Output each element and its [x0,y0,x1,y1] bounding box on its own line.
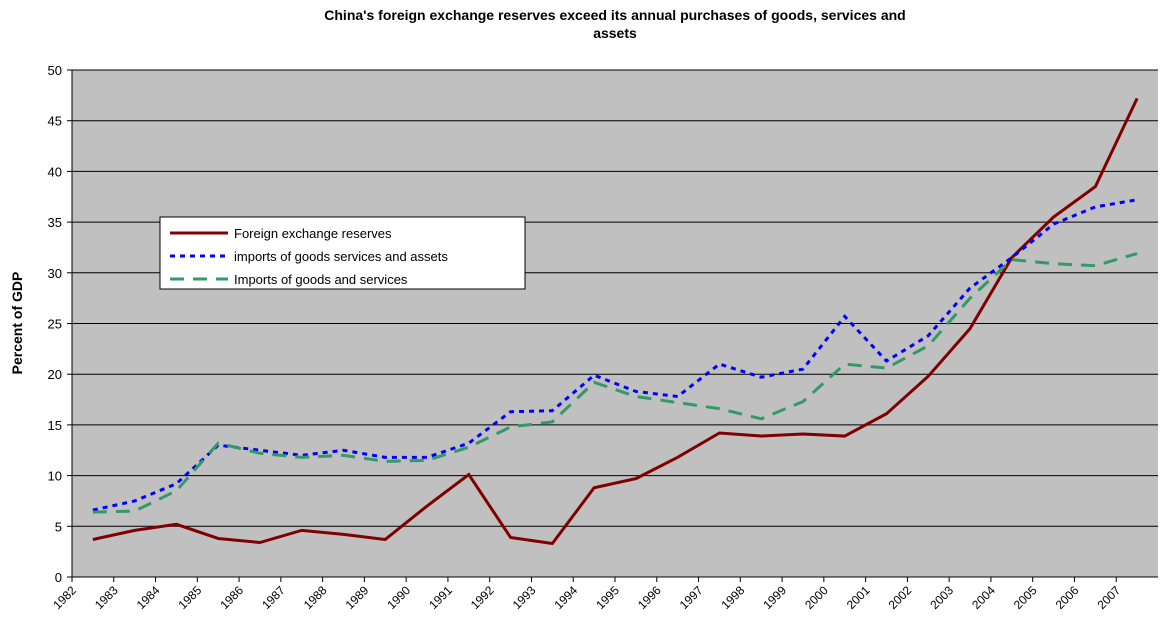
x-tick-label: 2001 [844,583,873,612]
x-tick-label: 2007 [1094,583,1123,612]
y-tick-label: 5 [55,519,62,534]
x-tick-label: 1996 [635,583,664,612]
y-tick-label: 15 [48,418,62,433]
y-axis-label: Percent of GDP [9,272,25,375]
x-tick-label: 2006 [1053,583,1082,612]
y-tick-label: 50 [48,63,62,78]
x-tick-label: 1989 [343,583,372,612]
x-tick-label: 2000 [802,583,831,612]
x-tick-label: 1997 [677,583,706,612]
y-tick-label: 0 [55,570,62,585]
legend-label: Foreign exchange reserves [234,226,392,241]
x-tick-label: 1986 [217,583,246,612]
chart-title: China's foreign exchange reserves exceed… [324,7,905,23]
x-tick-label: 1995 [593,583,622,612]
x-tick-label: 1985 [176,583,205,612]
x-tick-label: 2003 [927,583,956,612]
x-tick-label: 1987 [259,583,288,612]
y-tick-label: 40 [48,164,62,179]
x-tick-label: 1984 [134,583,163,612]
x-tick-label: 1994 [551,583,580,612]
x-tick-label: 1982 [50,583,79,612]
y-tick-label: 25 [48,317,62,332]
y-tick-label: 20 [48,367,62,382]
legend [159,216,526,290]
chart-title: assets [593,25,637,41]
x-tick-label: 1988 [301,583,330,612]
x-tick-label: 2005 [1011,583,1040,612]
y-tick-label: 35 [48,215,62,230]
y-tick-label: 30 [48,266,62,281]
x-tick-label: 2004 [969,583,998,612]
x-tick-label: 1998 [719,583,748,612]
series-line [92,252,1138,514]
series-line [92,198,1138,512]
legend-label: imports of goods services and assets [234,249,448,264]
y-tick-label: 10 [48,469,62,484]
series-line [92,97,1139,546]
legend-label: Imports of goods and services [234,272,408,287]
x-tick-label: 1999 [760,583,789,612]
x-tick-label: 1993 [510,583,539,612]
y-tick-label: 45 [48,114,62,129]
x-tick-label: 1990 [384,583,413,612]
x-tick-label: 1991 [426,583,455,612]
x-tick-label: 2002 [886,583,915,612]
x-tick-label: 1992 [468,583,497,612]
x-tick-label: 1983 [92,583,121,612]
